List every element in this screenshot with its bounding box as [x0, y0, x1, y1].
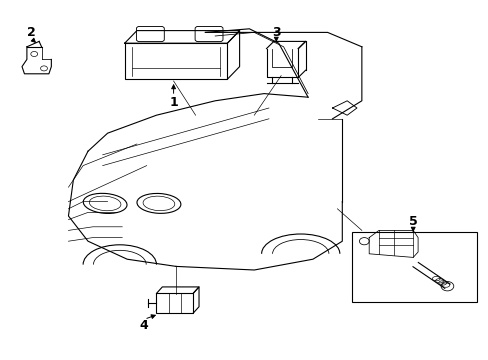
Text: 5: 5 — [408, 215, 417, 228]
Text: 2: 2 — [27, 26, 36, 39]
Text: 3: 3 — [271, 26, 280, 39]
Text: 4: 4 — [140, 319, 148, 332]
Text: 1: 1 — [169, 96, 178, 109]
Bar — [156, 293, 193, 313]
Bar — [351, 232, 476, 302]
Bar — [124, 43, 227, 79]
